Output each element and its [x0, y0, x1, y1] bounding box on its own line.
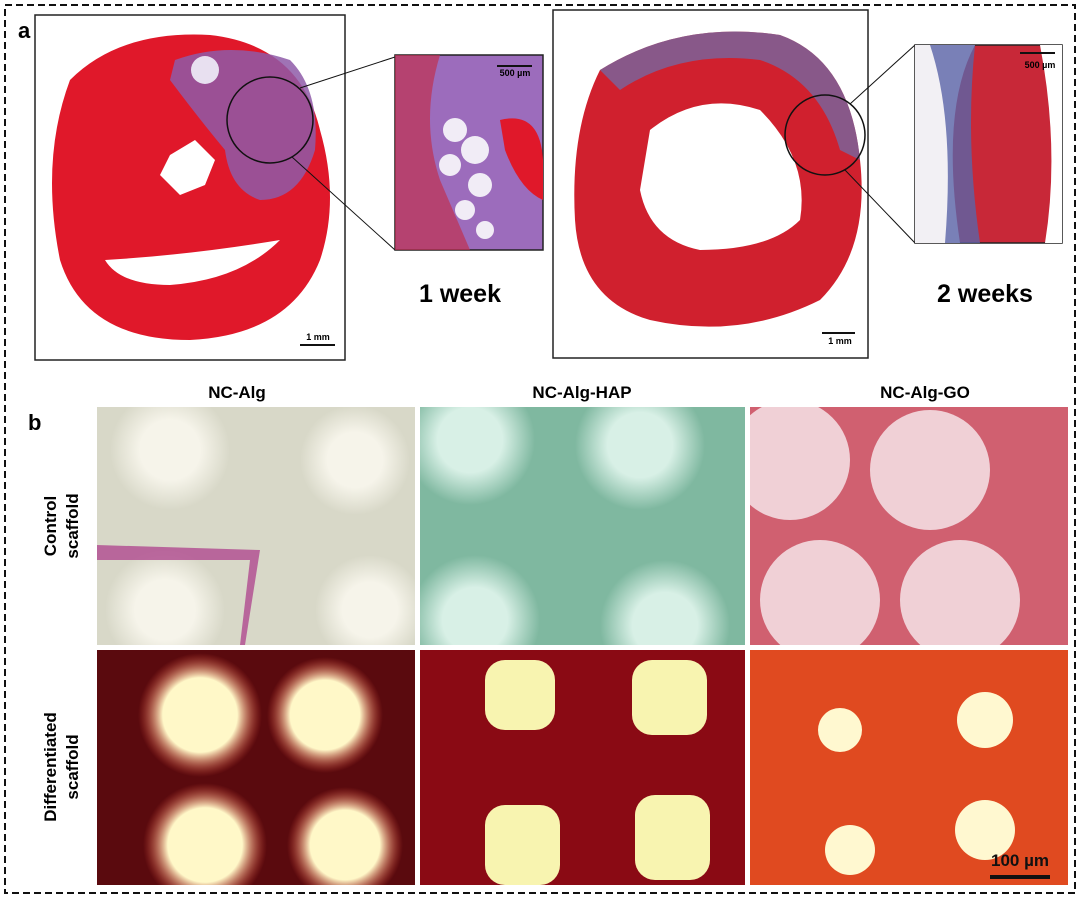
row-label-line: scaffold	[63, 734, 82, 799]
row-label: Differentiated scaffold	[41, 712, 82, 822]
zoom-scale: 500 µm	[500, 68, 531, 78]
outer-border	[4, 4, 1076, 894]
zoom-scale: 500 µm	[1025, 60, 1056, 70]
row-label: Control scaffold	[41, 493, 82, 558]
zoom-2weeks	[914, 44, 1063, 244]
heart-section-2weeks	[552, 9, 916, 359]
time-caption: 1 week	[419, 280, 501, 308]
micrograph	[420, 407, 745, 645]
zoom-1week	[394, 54, 544, 251]
column-label: NC-Alg-GO	[880, 383, 970, 402]
row-label-line: scaffold	[63, 493, 82, 558]
panel-label: b	[28, 410, 41, 435]
column-label: NC-Alg	[208, 383, 266, 402]
column-label: NC-Alg-HAP	[532, 383, 631, 402]
overview-scale: 1 mm	[306, 332, 330, 342]
row-label-line: Control	[41, 496, 60, 556]
row-label-line: Differentiated	[41, 712, 60, 822]
scale-bar-label: 100 µm	[991, 851, 1049, 870]
micrograph	[97, 650, 415, 885]
micrograph	[420, 650, 745, 885]
overview-scale: 1 mm	[828, 336, 852, 346]
micrograph	[750, 650, 1068, 885]
micrograph	[750, 407, 1068, 645]
micrograph	[97, 407, 415, 645]
panel-label: a	[18, 18, 31, 43]
time-caption: 2 weeks	[937, 280, 1033, 308]
heart-section-1week	[34, 14, 396, 361]
